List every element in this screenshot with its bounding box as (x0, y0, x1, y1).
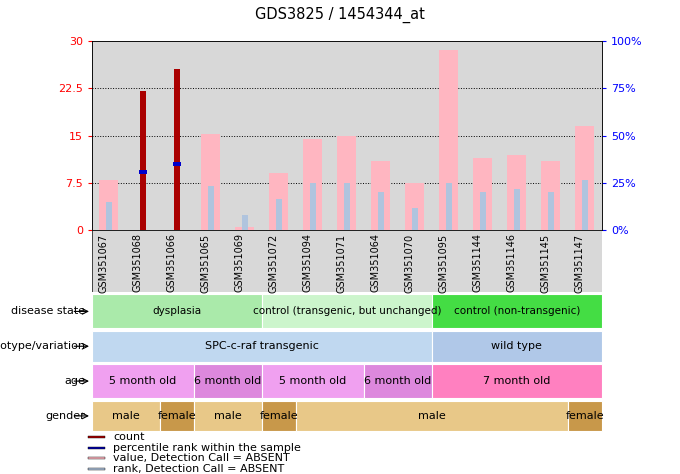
Bar (262, 401, 296, 431)
Bar (194, 364, 262, 398)
Bar (276, 199, 282, 230)
Text: age: age (64, 376, 85, 386)
Text: GSM351146: GSM351146 (507, 234, 517, 292)
Bar (174, 69, 180, 230)
Text: control (non-transgenic): control (non-transgenic) (454, 306, 580, 317)
Bar (208, 186, 214, 230)
Bar (92, 364, 194, 398)
Bar (581, 180, 588, 230)
Text: dysplasia: dysplasia (152, 306, 201, 317)
Bar (269, 173, 288, 230)
Text: 6 month old: 6 month old (194, 376, 261, 386)
Bar (173, 162, 181, 166)
Text: female: female (158, 411, 196, 421)
Bar (473, 158, 492, 230)
Text: GSM351071: GSM351071 (337, 234, 347, 292)
Text: male: male (418, 411, 445, 421)
Text: GSM351095: GSM351095 (439, 234, 449, 292)
Text: GSM351144: GSM351144 (473, 234, 483, 292)
Bar (446, 183, 452, 230)
Bar (88, 457, 105, 459)
Text: GSM351070: GSM351070 (405, 234, 415, 292)
Bar (344, 183, 350, 230)
Bar (310, 183, 316, 230)
Bar (92, 331, 432, 362)
Text: GSM351064: GSM351064 (371, 234, 381, 292)
Bar (548, 192, 554, 230)
Bar (92, 294, 262, 328)
Text: female: female (260, 411, 298, 421)
Text: gender: gender (46, 411, 85, 421)
Bar (88, 436, 105, 438)
Text: 6 month old: 6 month old (364, 376, 431, 386)
Bar (242, 215, 248, 230)
Bar (99, 180, 118, 230)
Text: male: male (214, 411, 241, 421)
Text: GSM351072: GSM351072 (269, 234, 279, 292)
Bar (432, 331, 602, 362)
Bar (405, 183, 424, 230)
Bar (337, 136, 356, 230)
Bar (479, 192, 486, 230)
Bar (194, 401, 262, 431)
Text: female: female (566, 411, 604, 421)
Bar (201, 134, 220, 230)
Bar (88, 468, 105, 470)
Bar (139, 170, 147, 174)
Bar (303, 139, 322, 230)
Text: GSM351145: GSM351145 (541, 234, 551, 292)
Text: male: male (112, 411, 139, 421)
Bar (432, 364, 602, 398)
Bar (235, 227, 254, 230)
Text: 5 month old: 5 month old (279, 376, 346, 386)
Text: GSM351094: GSM351094 (303, 234, 313, 292)
Text: genotype/variation: genotype/variation (0, 341, 85, 351)
Text: value, Detection Call = ABSENT: value, Detection Call = ABSENT (113, 453, 290, 463)
Bar (371, 161, 390, 230)
Bar (514, 189, 520, 230)
Bar (575, 126, 594, 230)
Text: GSM351066: GSM351066 (167, 234, 177, 292)
Text: percentile rank within the sample: percentile rank within the sample (113, 443, 301, 453)
Bar (160, 401, 194, 431)
Text: GSM351067: GSM351067 (99, 234, 109, 292)
Text: control (transgenic, but unchanged): control (transgenic, but unchanged) (252, 306, 441, 317)
Bar (541, 161, 560, 230)
Bar (262, 294, 432, 328)
Bar (439, 50, 458, 230)
Bar (411, 208, 418, 230)
Bar (140, 91, 146, 230)
Text: GDS3825 / 1454344_at: GDS3825 / 1454344_at (255, 7, 425, 23)
Text: wild type: wild type (492, 341, 542, 351)
Text: GSM351068: GSM351068 (133, 234, 143, 292)
Text: 7 month old: 7 month old (483, 376, 551, 386)
Text: GSM351069: GSM351069 (235, 234, 245, 292)
Bar (364, 364, 432, 398)
Bar (106, 202, 112, 230)
Bar (296, 401, 568, 431)
Text: disease state: disease state (11, 306, 85, 317)
Text: SPC-c-raf transgenic: SPC-c-raf transgenic (205, 341, 319, 351)
Bar (92, 230, 602, 292)
Bar (262, 364, 364, 398)
Bar (568, 401, 602, 431)
Text: rank, Detection Call = ABSENT: rank, Detection Call = ABSENT (113, 464, 284, 474)
Bar (88, 447, 105, 449)
Text: GSM351147: GSM351147 (575, 234, 585, 292)
Bar (377, 192, 384, 230)
Bar (507, 155, 526, 230)
Bar (432, 294, 602, 328)
Text: 5 month old: 5 month old (109, 376, 176, 386)
Text: count: count (113, 432, 144, 442)
Bar (92, 401, 160, 431)
Text: GSM351065: GSM351065 (201, 234, 211, 292)
